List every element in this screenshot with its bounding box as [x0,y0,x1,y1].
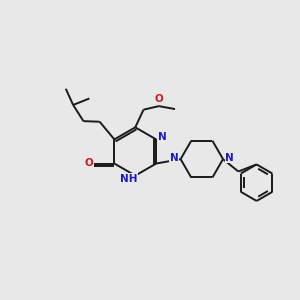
Text: N: N [170,153,178,163]
Text: NH: NH [120,174,138,184]
Text: N: N [225,153,234,163]
Text: O: O [154,94,163,104]
Text: O: O [85,158,93,168]
Text: N: N [158,132,167,142]
